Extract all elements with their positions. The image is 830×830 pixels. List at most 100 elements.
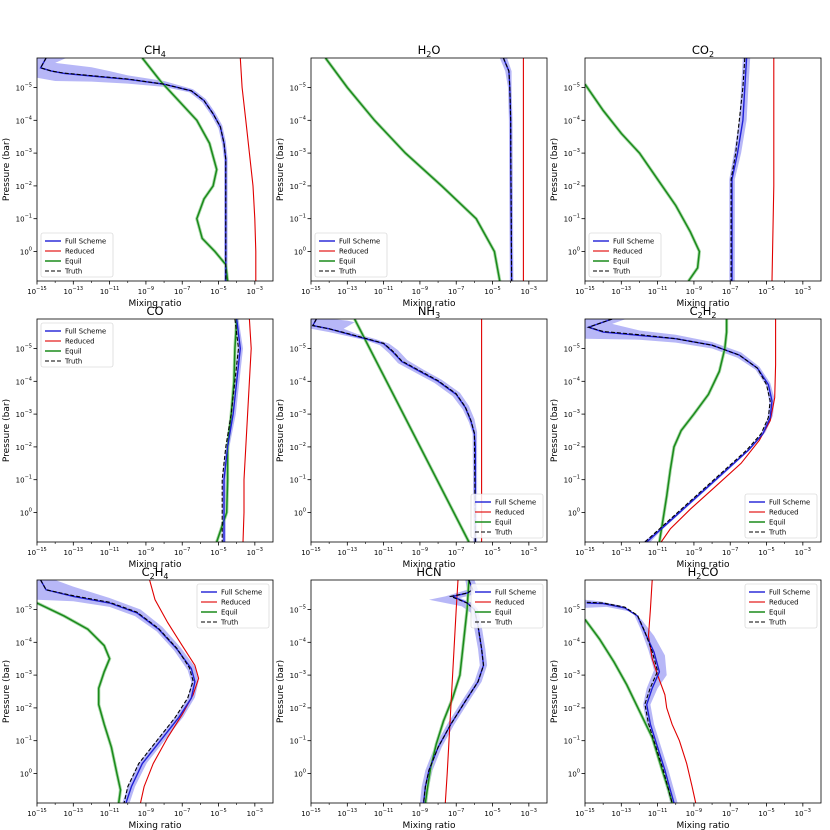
x-tick-label: 10−5: [758, 808, 774, 818]
y-tick-label: 10−1: [16, 736, 32, 746]
x-tick-label: 10−3: [795, 547, 811, 557]
legend-label: Equil: [495, 519, 512, 527]
y-tick-label: 10−5: [290, 344, 306, 354]
y-tick-label: 10−2: [16, 181, 32, 191]
x-axis-label: Mixing ratio: [128, 560, 182, 570]
legend-label: Equil: [221, 609, 238, 617]
reduced-line: [139, 580, 200, 803]
x-tick-label: 10−15: [27, 286, 47, 296]
legend-label: Reduced: [769, 599, 798, 607]
y-tick-label: 10−4: [16, 376, 32, 386]
x-tick-label: 10−5: [758, 547, 774, 557]
y-tick-label: 10−3: [16, 409, 32, 419]
legend-box: [314, 232, 388, 278]
x-tick-label: 10−7: [174, 547, 190, 557]
subplot-co2: 10−15 10−13 10−11 10−9 10−7 10−5 10−3 10−5 10−4 1…: [550, 43, 822, 309]
y-tick-label: 10−2: [16, 442, 32, 452]
x-tick-label: 10−15: [27, 547, 47, 557]
subplot-title: CH4: [144, 43, 166, 59]
x-tick-label: 10−3: [247, 286, 263, 296]
x-axis-label: Mixing ratio: [676, 821, 730, 830]
y-tick-label: 10−3: [290, 670, 306, 680]
subplot-title: CO2: [692, 43, 714, 59]
legend-label: Full Scheme: [769, 589, 810, 597]
x-tick-label: 10−3: [795, 286, 811, 296]
legend-label: Equil: [65, 348, 82, 356]
equil-line: [353, 319, 470, 542]
x-tick-label: 10−3: [521, 286, 537, 296]
equil-line: [585, 83, 701, 281]
y-tick-label: 10−1: [16, 214, 32, 224]
legend-box: [744, 583, 818, 629]
subplot-ch4: 10−15 10−13 10−11 10−9 10−7 10−5 10−3 10−5 10−4 1…: [2, 43, 274, 309]
legend-label: Equil: [495, 609, 512, 617]
x-axis-label: Mixing ratio: [676, 560, 730, 570]
legend-label: Full Scheme: [495, 499, 536, 507]
plot-area: [585, 58, 775, 281]
y-tick-label: 100: [294, 507, 306, 517]
y-tick-label: 10−3: [290, 148, 306, 158]
x-tick-label: 10−13: [338, 286, 358, 296]
plot-area: [311, 319, 483, 542]
full-scheme-uncertainty-band: [585, 599, 678, 803]
axes-frame: [310, 579, 548, 804]
y-tick-label: 10−3: [564, 409, 580, 419]
x-tick-label: 10−11: [648, 286, 668, 296]
legend-label: Reduced: [65, 248, 94, 256]
x-tick-label: 10−5: [210, 808, 226, 818]
x-tick-label: 10−7: [448, 286, 464, 296]
plot-area: [37, 58, 257, 281]
x-tick-label: 10−13: [338, 808, 358, 818]
x-axis-label: Mixing ratio: [128, 299, 182, 309]
y-tick-label: 10−2: [290, 181, 306, 191]
y-tick-label: 10−4: [564, 637, 580, 647]
plot-area: [585, 319, 777, 542]
truth-line: [502, 58, 513, 281]
x-axis-label: Mixing ratio: [676, 299, 730, 309]
full-scheme-uncertainty-band: [729, 58, 751, 281]
x-tick-label: 10−9: [138, 547, 154, 557]
truth-line: [730, 58, 746, 281]
full-scheme-line: [731, 58, 748, 281]
legend-label: Full Scheme: [495, 589, 536, 597]
legend-label: Reduced: [769, 509, 798, 517]
reduced-line: [647, 580, 697, 803]
x-tick-label: 10−7: [448, 547, 464, 557]
y-tick-label: 10−5: [16, 344, 32, 354]
x-tick-label: 10−3: [247, 547, 263, 557]
y-tick-label: 100: [568, 507, 580, 517]
x-tick-label: 10−3: [521, 808, 537, 818]
x-tick-label: 10−5: [210, 547, 226, 557]
x-tick-label: 10−13: [612, 808, 632, 818]
subplot-h2o: 10−15 10−13 10−11 10−9 10−7 10−5 10−3 10−5 10−4 1…: [276, 43, 548, 309]
y-tick-label: 10−5: [564, 605, 580, 615]
legend: Full Scheme Reduced Equil Truth: [470, 493, 544, 539]
equil-halo: [141, 58, 230, 281]
legend-box: [470, 493, 544, 539]
x-tick-label: 10−9: [138, 286, 154, 296]
x-tick-label: 10−15: [301, 547, 321, 557]
y-tick-label: 10−2: [564, 181, 580, 191]
x-tick-label: 10−5: [484, 808, 500, 818]
y-tick-label: 10−1: [564, 475, 580, 485]
legend-label: Truth: [64, 358, 82, 366]
axes-frame: [310, 318, 548, 543]
subplot-title: H2CO: [688, 565, 719, 581]
legend-label: Reduced: [221, 599, 250, 607]
legend-label: Full Scheme: [221, 589, 262, 597]
legend: Full Scheme Reduced Equil Truth: [744, 583, 818, 629]
y-tick-label: 10−3: [564, 148, 580, 158]
y-axis-label: Pressure (bar): [550, 399, 560, 462]
reduced-line: [242, 319, 252, 542]
x-tick-label: 10−13: [338, 547, 358, 557]
x-tick-label: 10−7: [448, 808, 464, 818]
plot-area: [215, 319, 252, 542]
legend-label: Truth: [768, 529, 786, 537]
y-tick-label: 10−4: [564, 115, 580, 125]
legend: Full Scheme Reduced Equil Truth: [470, 583, 544, 629]
y-tick-label: 10−5: [290, 83, 306, 93]
x-tick-label: 10−9: [412, 547, 428, 557]
legend-label: Equil: [769, 519, 786, 527]
y-tick-label: 10−3: [16, 148, 32, 158]
